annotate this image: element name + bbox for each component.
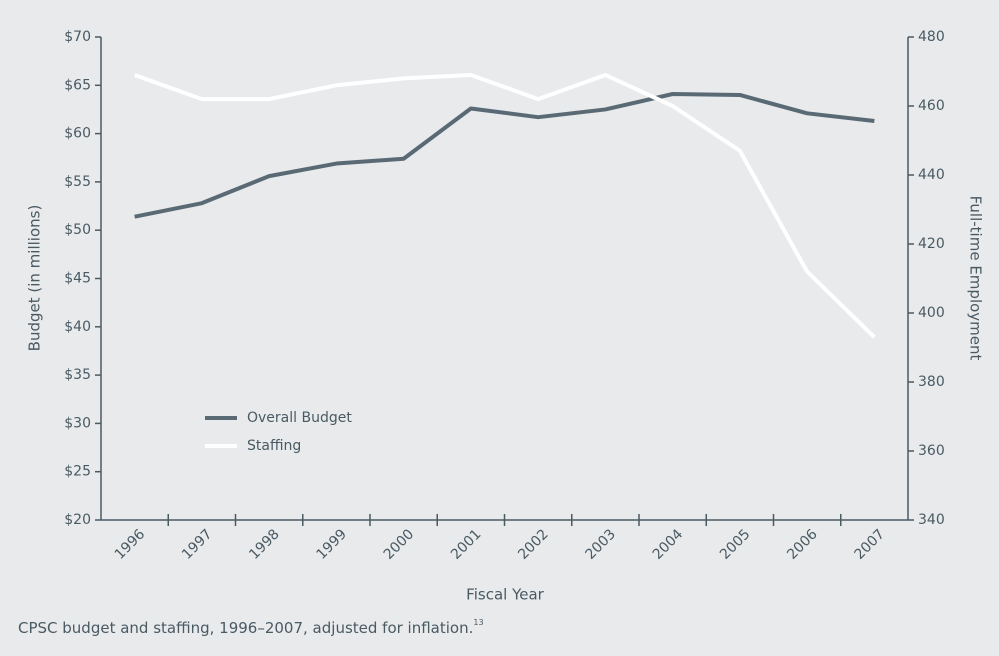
footnote: 13 xyxy=(473,618,483,627)
y-axis-title: Budget (in millions) xyxy=(26,205,44,352)
caption-text: CPSC budget and staffing, 1996–2007, adj… xyxy=(18,619,473,637)
y2-tick-label: 380 xyxy=(918,374,945,390)
y-tick-label: $45 xyxy=(64,271,91,287)
series-line xyxy=(133,72,876,339)
y2-tick-label: 440 xyxy=(918,167,945,183)
y-tick-label: $25 xyxy=(64,464,91,480)
legend-label: Staffing xyxy=(247,438,301,454)
y-tick-label: $70 xyxy=(64,29,91,45)
y-tick-label: $55 xyxy=(64,174,91,190)
y2-tick-label: 340 xyxy=(918,512,945,528)
y-tick-label: $20 xyxy=(64,512,91,528)
y-tick-label: $30 xyxy=(64,415,91,431)
y2-tick-label: 360 xyxy=(918,443,945,459)
series-line xyxy=(134,91,875,219)
y2-tick-label: 400 xyxy=(918,305,945,321)
y-tick-label: $35 xyxy=(64,367,91,383)
x-axis-title: Fiscal Year xyxy=(466,586,544,604)
legend-label: Overall Budget xyxy=(247,410,352,426)
y2-tick-label: 480 xyxy=(918,29,945,45)
y2-tick-label: 420 xyxy=(918,236,945,252)
y2-axis-title: Full-time Employment xyxy=(967,196,985,361)
y-tick-label: $40 xyxy=(64,319,91,335)
y-tick-label: $50 xyxy=(64,222,91,238)
y-tick-label: $60 xyxy=(64,126,91,142)
caption: CPSC budget and staffing, 1996–2007, adj… xyxy=(18,618,484,637)
y-tick-label: $65 xyxy=(64,77,91,93)
y2-tick-label: 460 xyxy=(918,98,945,114)
